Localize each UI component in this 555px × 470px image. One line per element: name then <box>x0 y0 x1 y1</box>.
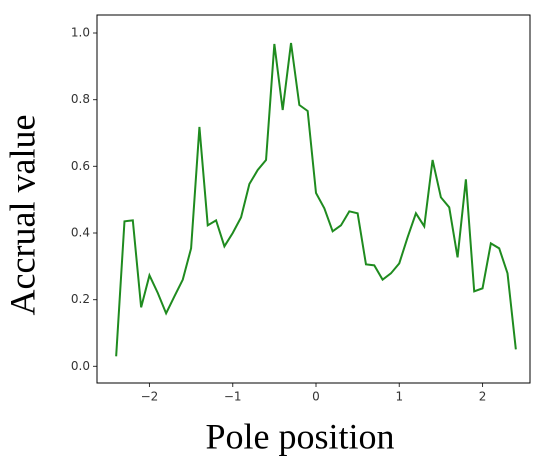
x-axis-label: Pole position <box>205 416 394 456</box>
x-tick-label: −2 <box>141 390 159 404</box>
x-tick-label: 2 <box>479 390 487 404</box>
x-tick-label: 0 <box>312 390 320 404</box>
y-tick-label: 0.2 <box>71 292 90 306</box>
y-tick-label: 0.8 <box>71 92 90 106</box>
y-axis-label: Accrual value <box>2 115 42 316</box>
y-tick-label: 0.4 <box>71 226 90 240</box>
x-tick-label: 1 <box>395 390 403 404</box>
y-tick-label: 1.0 <box>71 26 90 40</box>
line <box>115 42 517 357</box>
x-tick-label: −1 <box>224 390 242 404</box>
y-tick-label: 0.0 <box>71 359 90 373</box>
y-tick-label: 0.6 <box>71 159 90 173</box>
plot-frame <box>96 14 531 384</box>
